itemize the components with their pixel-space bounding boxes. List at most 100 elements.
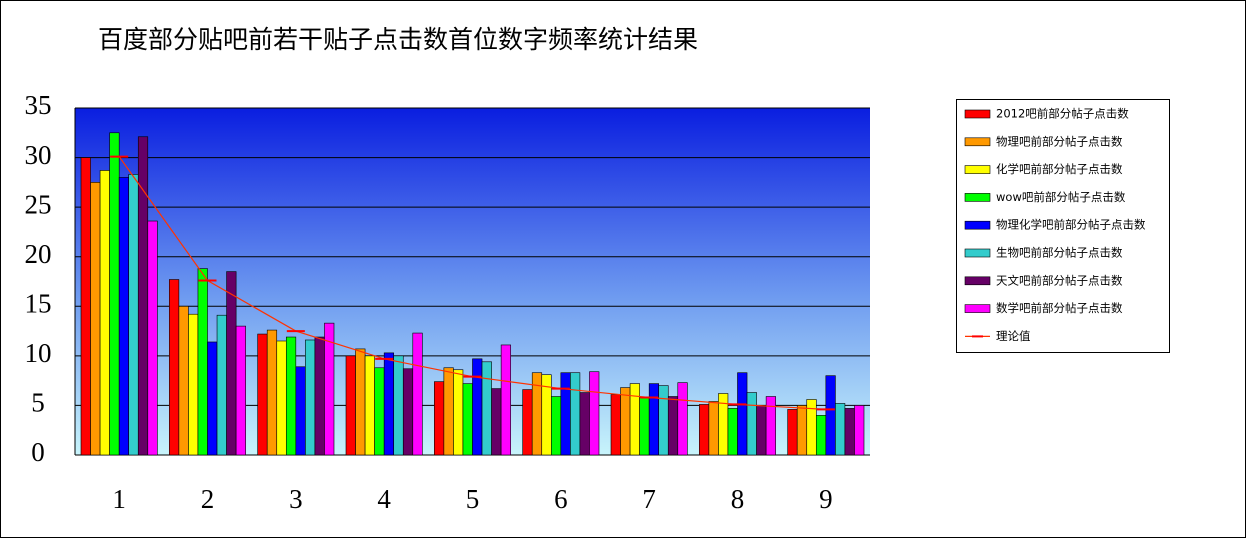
bar	[462, 383, 473, 456]
bar	[109, 132, 120, 456]
y-tick-label: 35	[25, 90, 52, 120]
bar	[345, 355, 356, 456]
legend-label: 物理化学吧前部分帖子点击数	[996, 218, 1146, 232]
bar	[708, 401, 719, 456]
x-tick-label: 3	[289, 484, 303, 514]
bar	[472, 358, 483, 456]
legend-swatch	[964, 220, 991, 230]
bar	[835, 403, 846, 456]
bar	[796, 405, 808, 456]
chart-title: 百度部分贴吧前若干贴子点击数首位数字频率统计结果	[98, 25, 698, 54]
legend	[956, 99, 1170, 353]
bar	[443, 367, 454, 456]
legend-label: 2012吧前部分帖子点击数	[996, 107, 1129, 121]
bar	[854, 405, 865, 456]
bar	[815, 415, 827, 456]
bar	[746, 392, 757, 456]
bar	[667, 396, 679, 456]
x-tick-label: 4	[377, 484, 391, 514]
bar	[522, 389, 533, 456]
x-tick-label: 9	[819, 484, 833, 514]
bar	[118, 177, 130, 456]
bar	[787, 409, 798, 456]
bar	[147, 220, 158, 456]
bar	[393, 355, 404, 456]
bar	[620, 387, 631, 456]
y-tick-label: 20	[25, 239, 52, 269]
bar	[266, 329, 278, 456]
bar	[500, 344, 511, 456]
bar	[610, 394, 621, 456]
bar	[402, 368, 414, 456]
bar	[434, 381, 445, 456]
legend-swatch	[964, 193, 991, 202]
legend-swatch	[964, 248, 991, 258]
legend-label: 天文吧前部分帖子点击数	[996, 273, 1123, 287]
bar	[285, 336, 297, 456]
legend-label: wow吧前部分帖子点击数	[996, 190, 1126, 204]
legend-label: 生物吧前部分帖子点击数	[996, 246, 1123, 260]
y-tick-label: 10	[25, 338, 52, 368]
bar	[589, 371, 600, 456]
bar	[207, 341, 218, 456]
bar	[188, 313, 199, 456]
bar	[99, 170, 110, 456]
bar	[658, 385, 669, 456]
bar	[276, 340, 287, 456]
bar	[648, 383, 660, 456]
bar	[765, 396, 776, 456]
legend-label: 物理吧前部分帖子点击数	[996, 134, 1123, 148]
legend-swatch	[964, 276, 991, 286]
bar	[737, 372, 748, 456]
bar	[197, 268, 208, 456]
bar	[80, 157, 91, 456]
legend-label: 数学吧前部分帖子点击数	[996, 301, 1123, 315]
bar	[579, 392, 590, 456]
y-tick-label: 15	[25, 288, 52, 318]
x-tick-label: 7	[642, 484, 656, 514]
bar	[491, 388, 502, 456]
bar	[295, 366, 306, 456]
legend-label: 理论值	[996, 329, 1031, 343]
legend-swatch	[964, 304, 991, 313]
bar	[629, 383, 640, 456]
y-tick-label: 30	[25, 140, 52, 170]
bar	[226, 271, 237, 456]
bar	[128, 174, 139, 456]
bar	[324, 322, 335, 456]
bar	[169, 279, 180, 456]
bar	[677, 382, 688, 456]
bar	[699, 404, 710, 456]
y-tick-label: 5	[31, 388, 45, 418]
legend-label: 化学吧前部分帖子点击数	[996, 162, 1123, 176]
bar	[383, 352, 395, 456]
bar	[374, 367, 385, 456]
bar	[481, 361, 492, 456]
x-tick-label: 5	[466, 484, 480, 514]
bar	[235, 325, 246, 456]
x-tick-label: 2	[201, 484, 215, 514]
x-tick-label: 6	[554, 484, 568, 514]
legend-swatch	[964, 137, 991, 147]
bar	[257, 333, 268, 456]
bar	[825, 375, 836, 456]
bar	[314, 336, 325, 456]
bar	[412, 332, 423, 456]
bar	[453, 369, 464, 456]
bar	[639, 397, 650, 456]
legend-swatch	[964, 109, 991, 119]
bar	[178, 305, 189, 456]
legend-swatch	[964, 165, 991, 174]
x-tick-label: 1	[112, 484, 126, 514]
bar	[844, 408, 855, 456]
y-tick-label: 0	[31, 437, 45, 467]
bar	[570, 372, 581, 456]
bar	[756, 405, 767, 456]
bar	[560, 372, 571, 456]
bar	[355, 348, 366, 456]
bar	[727, 408, 738, 456]
bar	[364, 355, 375, 456]
bar	[90, 182, 101, 456]
bar	[305, 339, 316, 456]
